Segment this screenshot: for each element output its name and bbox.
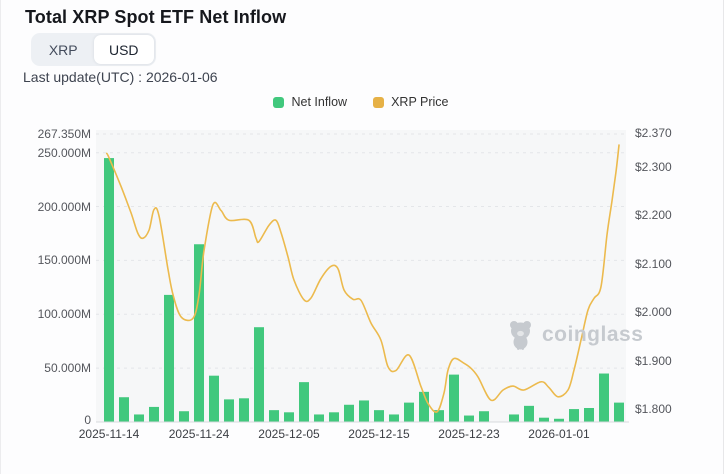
net-inflow-bar[interactable] <box>599 373 609 422</box>
x-axis-tick: 2025-12-23 <box>438 427 500 441</box>
net-inflow-bar[interactable] <box>269 410 279 422</box>
net-inflow-bar[interactable] <box>419 391 429 422</box>
net-inflow-bar[interactable] <box>434 410 444 422</box>
net-inflow-bar[interactable] <box>119 397 129 422</box>
net-inflow-bar[interactable] <box>179 411 189 422</box>
net-inflow-bar[interactable] <box>164 294 174 422</box>
y-axis-tick-left: 200.000M <box>37 199 91 214</box>
net-inflow-bar[interactable] <box>284 412 294 422</box>
net-inflow-bar[interactable] <box>239 398 249 422</box>
currency-toggle: XRP USD <box>31 33 156 66</box>
net-inflow-bar[interactable] <box>359 400 369 422</box>
net-inflow-bar[interactable] <box>524 405 534 422</box>
net-inflow-bar[interactable] <box>449 374 459 422</box>
net-inflow-bar[interactable] <box>539 417 549 422</box>
net-inflow-bar[interactable] <box>194 244 204 422</box>
xrp-price-swatch-icon <box>373 96 385 108</box>
x-axis-tick: 2025-12-15 <box>348 427 410 441</box>
net-inflow-bar[interactable] <box>299 382 309 422</box>
net-inflow-bar[interactable] <box>374 410 384 422</box>
net-inflow-bar[interactable] <box>584 407 594 422</box>
x-axis-tick: 2025-11-24 <box>168 427 230 441</box>
y-axis-tick-left: 250.000M <box>37 145 91 160</box>
legend-item-xrp-price[interactable]: XRP Price <box>373 95 449 109</box>
net-inflow-bar[interactable] <box>134 414 144 422</box>
y-axis-tick-left: 267.350M <box>37 127 91 141</box>
net-inflow-bar[interactable] <box>614 402 624 422</box>
net-inflow-swatch-icon <box>273 96 285 108</box>
net-inflow-bar[interactable] <box>254 327 264 422</box>
last-update-text: Last update(UTC) : 2026-01-06 <box>23 69 218 85</box>
y-axis-tick-left: 50.000M <box>44 361 91 376</box>
y-axis-tick-right: $1.900 <box>635 353 672 368</box>
legend-label: Net Inflow <box>291 95 348 109</box>
xrp-price-line[interactable] <box>106 144 620 413</box>
x-axis-tick: 2026-01-01 <box>528 427 590 441</box>
net-inflow-bar[interactable] <box>344 404 354 422</box>
net-inflow-bar[interactable] <box>464 415 474 422</box>
y-axis-tick-left: 100.000M <box>37 307 91 322</box>
y-axis-tick-right: $2.100 <box>635 256 672 271</box>
net-inflow-bar[interactable] <box>509 414 519 422</box>
net-inflow-bar[interactable] <box>329 412 339 422</box>
net-inflow-bar[interactable] <box>479 411 489 422</box>
plot-area[interactable] <box>96 130 626 422</box>
legend-item-net-inflow[interactable]: Net Inflow <box>273 95 347 109</box>
legend-label: XRP Price <box>391 95 449 109</box>
page-title: Total XRP Spot ETF Net Inflow <box>25 7 287 27</box>
x-axis-tick: 2025-12-05 <box>258 427 320 441</box>
net-inflow-bar[interactable] <box>209 375 219 422</box>
y-axis-tick-right: $1.800 <box>635 402 672 417</box>
y-axis-tick-left: 150.000M <box>37 253 91 268</box>
net-inflow-bar[interactable] <box>389 414 399 422</box>
y-axis-tick-right: $2.300 <box>635 159 672 174</box>
chart-legend: Net Inflow XRP Price <box>96 94 626 110</box>
net-inflow-bar[interactable] <box>224 399 234 422</box>
net-inflow-bar[interactable] <box>554 418 564 422</box>
toggle-usd-button[interactable]: USD <box>93 35 154 64</box>
x-axis-tick: 2025-11-14 <box>78 427 140 441</box>
toggle-xrp-button[interactable]: XRP <box>48 41 78 58</box>
y-axis-tick-left: 0 <box>84 412 91 427</box>
y-axis-tick-right: $2.200 <box>635 208 672 223</box>
y-axis-tick-right: $2.000 <box>635 305 672 320</box>
net-inflow-bar[interactable] <box>149 406 159 422</box>
net-inflow-bar[interactable] <box>404 402 414 422</box>
net-inflow-bar[interactable] <box>104 158 114 423</box>
net-inflow-bar[interactable] <box>569 409 579 422</box>
y-axis-tick-right: $2.370 <box>635 126 672 140</box>
net-inflow-bar[interactable] <box>314 414 324 422</box>
